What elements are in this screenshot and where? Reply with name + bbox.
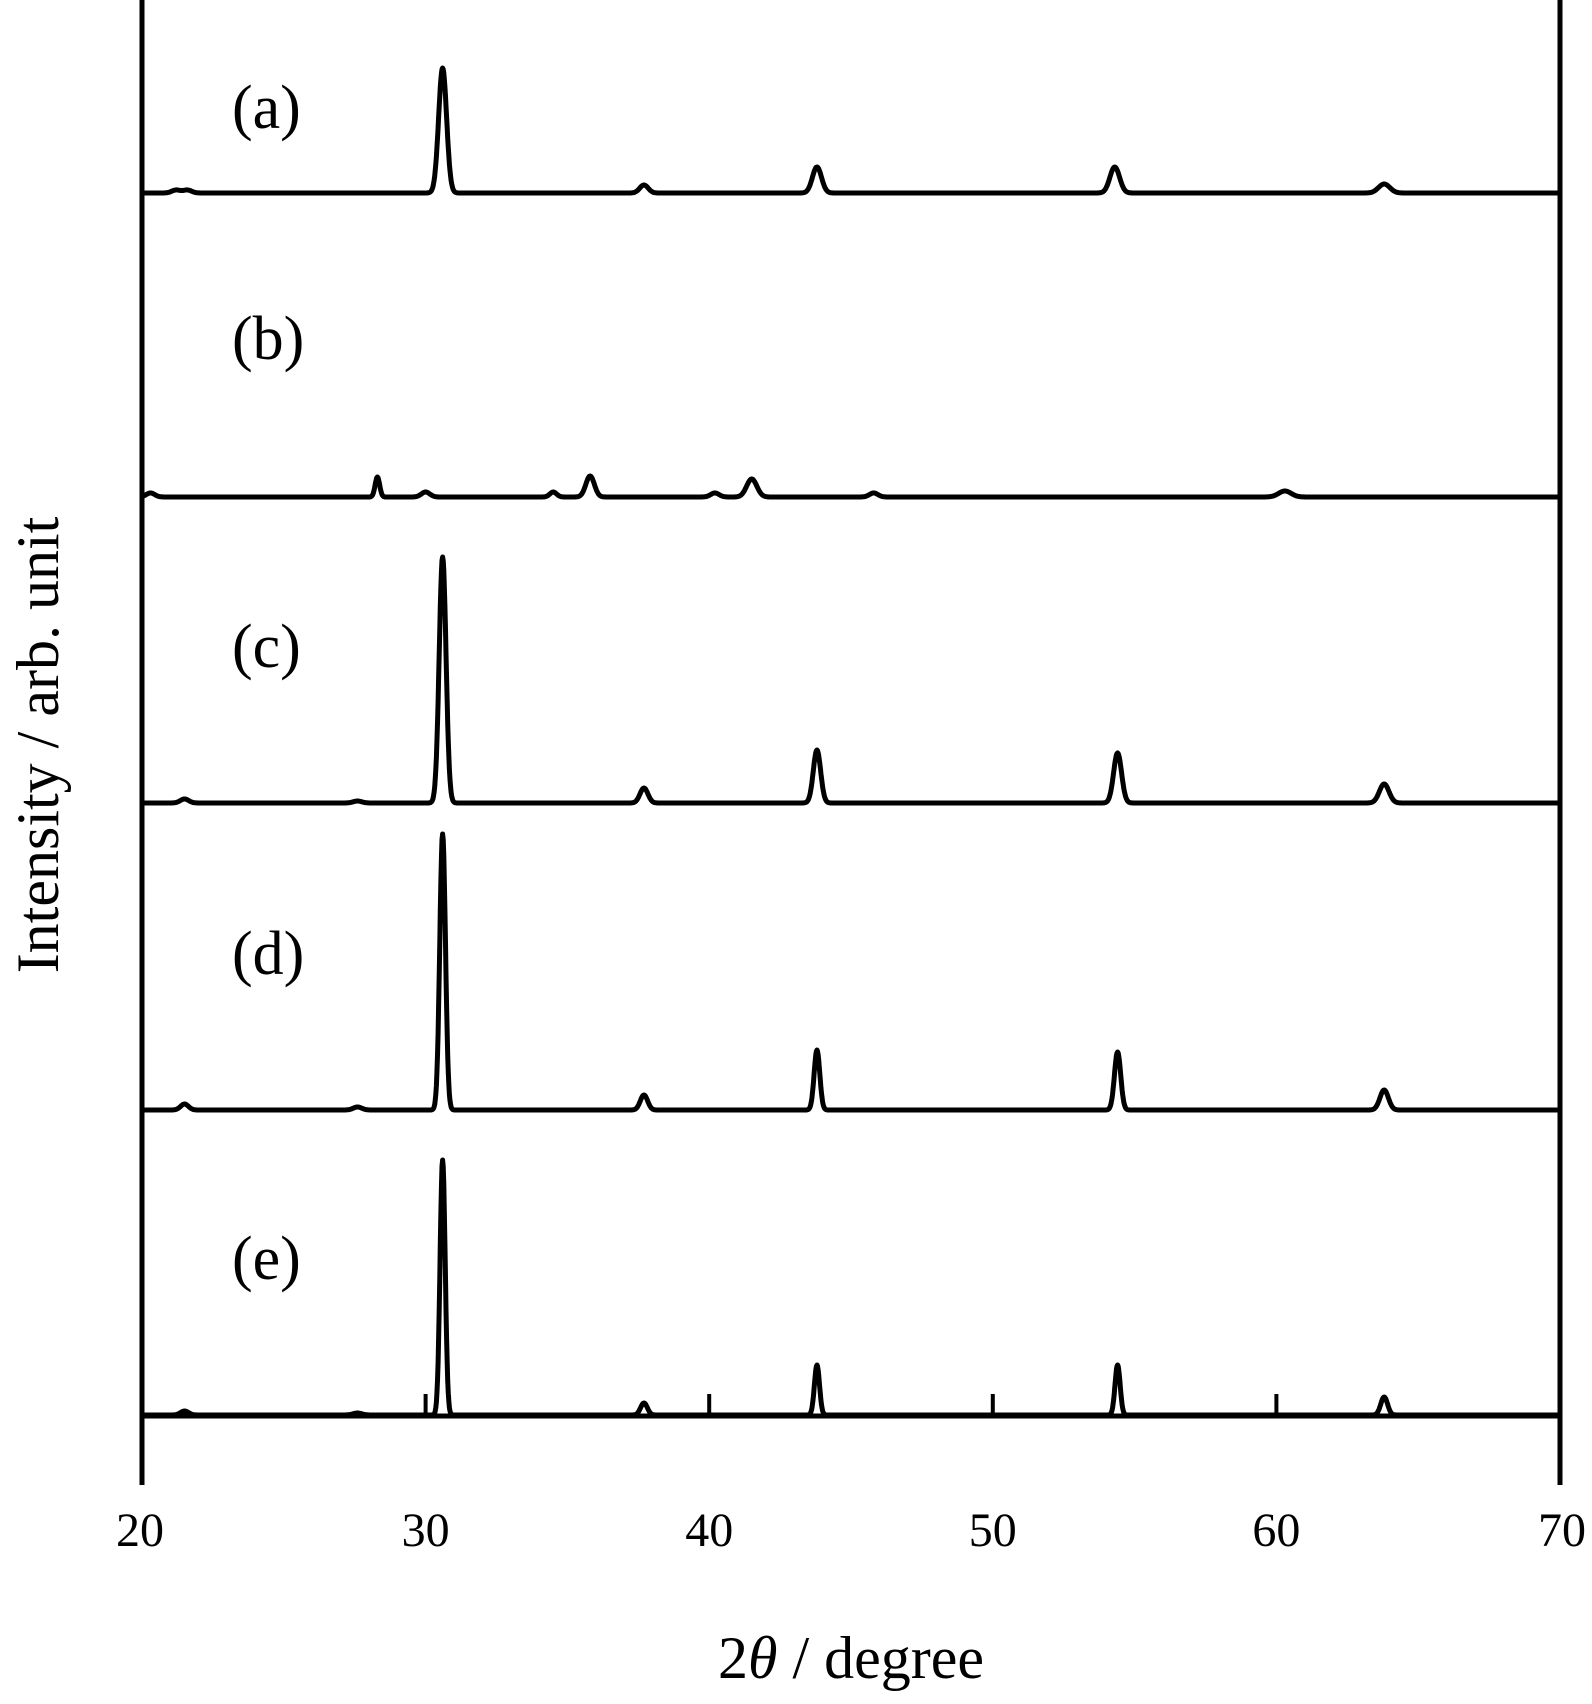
series-trace — [140, 1157, 1562, 1418]
plot-frame — [139, 0, 1563, 1485]
x-ticks: 20 30 40 50 60 70 — [116, 1394, 1586, 1557]
x-tick-label: 30 — [402, 1504, 450, 1557]
traces — [140, 65, 1562, 1418]
series-label: (e) — [232, 1225, 301, 1293]
y-axis-title: Intensity / arb. unit — [5, 516, 71, 973]
series-trace — [140, 554, 1562, 806]
series-label: (a) — [232, 74, 301, 142]
x-tick-label: 20 — [116, 1504, 164, 1557]
x-tick-label: 50 — [969, 1504, 1017, 1557]
series-trace — [140, 473, 1562, 500]
series-trace — [140, 831, 1562, 1113]
x-axis-title: 2θ / degree — [718, 1625, 984, 1691]
series-trace — [140, 65, 1562, 196]
x-tick-label: 70 — [1538, 1504, 1586, 1557]
series-labels: (a) (b) (c) (d) (e) — [232, 74, 304, 1293]
series-label: (b) — [232, 305, 304, 373]
x-tick-label: 40 — [685, 1504, 733, 1557]
series-label: (c) — [232, 613, 301, 681]
x-tick-label: 60 — [1252, 1504, 1300, 1557]
series-label: (d) — [232, 920, 304, 988]
